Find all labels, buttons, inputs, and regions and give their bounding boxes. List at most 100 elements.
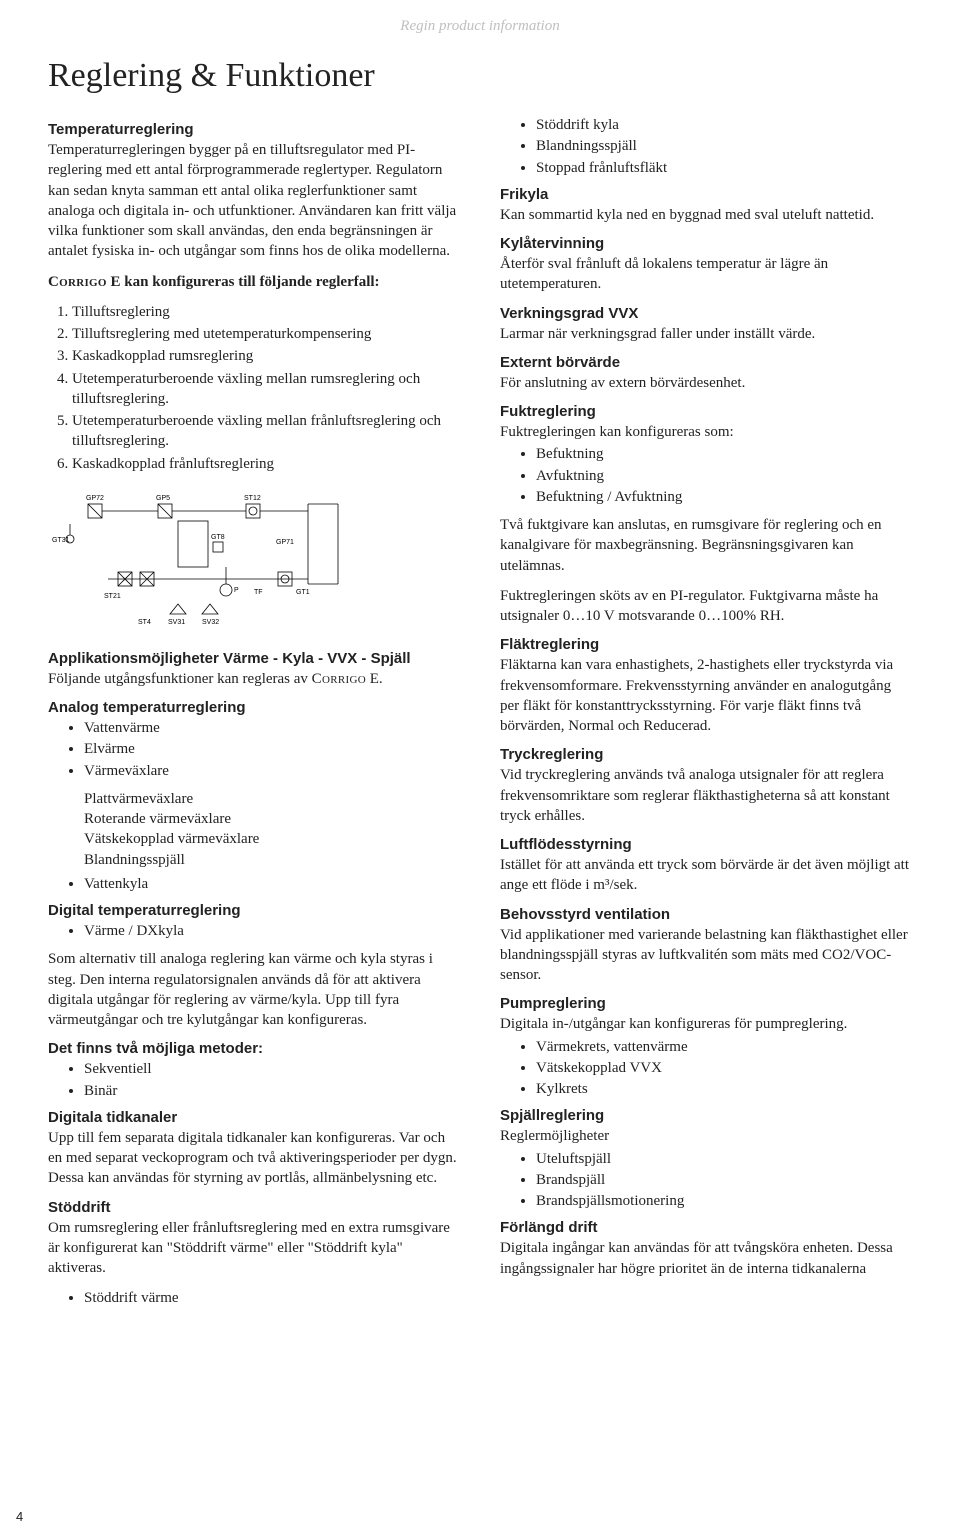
list-item: Stöddrift kyla [536,115,912,135]
diagram-label: SV31 [168,619,185,626]
section-heading: Behovsstyrd ventilation [500,906,912,923]
paragraph: Istället för att använda ett tryck som b… [500,855,912,896]
bullet-list: Värmekrets, vattenvärme Vätskekopplad VV… [500,1037,912,1100]
list-item: Kaskadkopplad rumsreglering [72,346,460,366]
paragraph: Återför sval frånluft då lokalens temper… [500,254,912,295]
smallcaps-text: Corrigo [312,671,366,687]
paragraph: Som alternativ till analoga reglering ka… [48,949,460,1030]
section-heading: Verkningsgrad VVX [500,305,912,322]
list-item: Vattenvärme [84,718,460,738]
list-item: Uteluftspjäll [536,1149,912,1169]
paragraph: Fuktregleringen kan konfigureras som: [500,422,912,442]
list-item: Tilluftsreglering [72,302,460,322]
section-heading: Digital temperaturreglering [48,902,460,919]
list-item: Blandningsspjäll [536,136,912,156]
paragraph: Temperaturregleringen bygger på en tillu… [48,140,460,262]
bullet-list: Vattenvärme Elvärme Värmeväxlare [48,718,460,781]
paragraph: Corrigo E kan konfigureras till följande… [48,272,460,292]
list-item: Värme / DXkyla [84,921,460,941]
text: E kan konfigureras till följande reglerf… [107,274,380,290]
list-item: Avfuktning [536,466,912,486]
list-item: Brandspjäll [536,1170,912,1190]
bullet-list: Uteluftspjäll Brandspjäll Brandspjällsmo… [500,1149,912,1212]
list-item: Roterande värmeväxlare [84,809,460,829]
paragraph: För anslutning av extern börvärdesenhet. [500,373,912,393]
paragraph: Digitala in-/utgångar kan konfigureras f… [500,1014,912,1034]
bullet-list: Sekventiell Binär [48,1059,460,1101]
bullet-list: Stöddrift värme [48,1288,460,1308]
paragraph: Om rumsreglering eller frånluftsreglerin… [48,1218,460,1279]
list-item: Brandspjällsmotionering [536,1191,912,1211]
sub-list: Plattvärmeväxlare Roterande värmeväxlare… [48,789,460,870]
bullet-list: Värme / DXkyla [48,921,460,941]
diagram-label: ST4 [138,619,151,626]
section-heading: Kylåtervinning [500,235,912,252]
right-column: Stöddrift kyla Blandningsspjäll Stoppad … [500,113,912,1317]
diagram-label: TF [254,589,263,596]
section-heading: Temperaturreglering [48,121,460,138]
document-page: Regin product information Reglering & Fu… [0,0,960,1534]
list-item: Värmeväxlare [84,761,460,781]
section-heading: Fuktreglering [500,403,912,420]
list-item: Tilluftsreglering med utetemperaturkompe… [72,324,460,344]
paragraph: Vid applikationer med varierande belastn… [500,925,912,986]
paragraph: Upp till fem separata digitala tidkanale… [48,1128,460,1189]
text: E. [366,671,383,687]
bullet-list: Stöddrift kyla Blandningsspjäll Stoppad … [500,115,912,178]
paragraph: Följande utgångsfunktioner kan regleras … [48,669,460,689]
diagram-label: GT8 [211,534,225,541]
diagram-label: SV32 [202,619,219,626]
left-column: Temperaturreglering Temperaturregleringe… [48,113,460,1317]
two-column-layout: Temperaturreglering Temperaturregleringe… [48,113,912,1317]
list-item: Stoppad frånluftsfläkt [536,158,912,178]
list-item: Plattvärmeväxlare [84,789,460,809]
section-heading: Applikationsmöjligheter Värme - Kyla - V… [48,650,460,667]
section-heading: Digitala tidkanaler [48,1109,460,1126]
list-item: Vätskekopplad värmeväxlare [84,829,460,849]
numbered-list: Tilluftsreglering Tilluftsreglering med … [48,302,460,474]
list-item: Elvärme [84,739,460,759]
list-item: Vattenkyla [84,874,460,894]
section-heading: Frikyla [500,186,912,203]
paragraph: Fläktarna kan vara enhastighets, 2-hasti… [500,655,912,736]
bullet-list: Vattenkyla [48,874,460,894]
paragraph: Två fuktgivare kan anslutas, en rumsgiva… [500,515,912,576]
diagram-label: GT1 [296,589,310,596]
text: Följande utgångsfunktioner kan regleras … [48,671,312,687]
diagram-label: ST12 [244,495,261,502]
list-item: Vätskekopplad VVX [536,1058,912,1078]
section-heading: Pumpreglering [500,995,912,1012]
diagram-label: P [234,587,239,594]
section-heading: Förlängd drift [500,1219,912,1236]
diagram-label: ST21 [104,593,121,600]
list-item: Utetemperaturberoende växling mellan frå… [72,411,460,452]
bullet-list: Befuktning Avfuktning Befuktning / Avfuk… [500,444,912,507]
section-heading: Analog temperaturreglering [48,699,460,716]
paragraph: Kan sommartid kyla ned en byggnad med sv… [500,205,912,225]
list-item: Befuktning / Avfuktning [536,487,912,507]
section-heading: Luftflödesstyrning [500,836,912,853]
page-header: Regin product information [48,18,912,35]
list-item: Befuktning [536,444,912,464]
section-heading: Spjällreglering [500,1107,912,1124]
schematic-diagram: GP72 GP5 ST12 GT31 GT8 GP71 ST21 ST4 SV3… [48,484,460,634]
paragraph: Digitala ingångar kan användas för att t… [500,1238,912,1279]
diagram-label: GP5 [156,495,170,502]
list-item: Kaskadkopplad frånluftsreglering [72,454,460,474]
section-heading: Stöddrift [48,1199,460,1216]
section-heading: Tryckreglering [500,746,912,763]
section-heading: Externt börvärde [500,354,912,371]
page-number: 4 [16,1509,23,1524]
diagram-label: GP72 [86,495,104,502]
list-item: Blandningsspjäll [84,850,460,870]
section-heading: Det finns två möjliga metoder: [48,1040,460,1057]
paragraph: Reglermöjligheter [500,1126,912,1146]
list-item: Värmekrets, vattenvärme [536,1037,912,1057]
smallcaps-text: Corrigo [48,274,107,290]
section-heading: Fläktreglering [500,636,912,653]
diagram-svg: GP72 GP5 ST12 GT31 GT8 GP71 ST21 ST4 SV3… [48,484,348,634]
list-item: Kylkrets [536,1079,912,1099]
diagram-label: GT31 [52,537,70,544]
diagram-label: GP71 [276,539,294,546]
list-item: Binär [84,1081,460,1101]
